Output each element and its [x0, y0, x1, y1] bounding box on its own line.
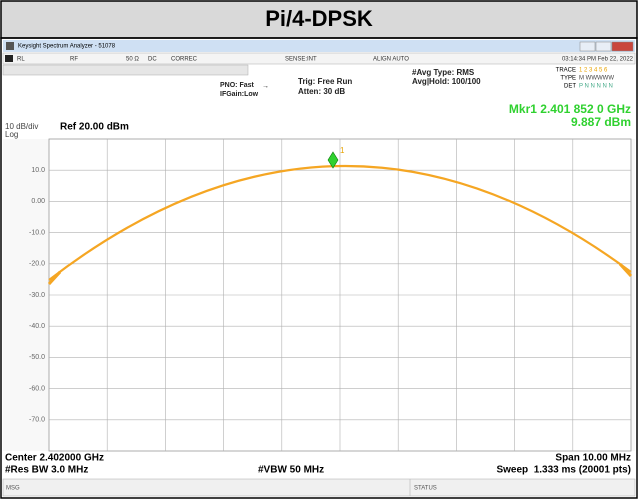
y-label: -20.0 [29, 261, 45, 268]
ifgain: IFGain:Low [220, 91, 259, 98]
toolbar-item: ALIGN AUTO [373, 57, 409, 63]
det-label: DET [564, 84, 576, 90]
toolbar-item: 50 Ω [126, 57, 139, 63]
log: Log [5, 130, 18, 139]
type-val: M WWWWW [579, 76, 614, 82]
y-label: -30.0 [29, 292, 45, 299]
frame [0, 37, 638, 499]
status: STATUS [414, 486, 437, 492]
close-btn[interactable] [611, 41, 634, 52]
det-val: P N N N N N [579, 84, 613, 90]
atten: Atten: 30 dB [298, 87, 345, 96]
y-label: -40.0 [29, 323, 45, 330]
trace-noise [47, 262, 633, 286]
min-btn[interactable] [579, 41, 596, 52]
app-icon [6, 42, 14, 50]
per-div: 10 dB/div [5, 122, 38, 131]
marker-freq: Mkr1 2.401 852 0 GHz [509, 102, 631, 116]
trig: Trig: Free Run [298, 77, 352, 86]
type-label: TYPE [560, 76, 576, 82]
y-label: -10.0 [29, 229, 45, 236]
trace-label: TRACE [556, 68, 576, 74]
center-freq: Center 2.402000 GHz [5, 453, 104, 464]
lxi-icon [5, 55, 13, 62]
grid [49, 139, 631, 451]
sweep: Sweep 1.333 ms (20001 pts) [496, 465, 631, 476]
toolbar-item: 03:14:34 PM Feb 22, 2022 [562, 57, 634, 63]
marker-level: 9.887 dBm [571, 115, 631, 129]
toolbar-item: CORREC [171, 57, 198, 63]
y-label: -50.0 [29, 354, 45, 361]
avg-type: #Avg Type: RMS [412, 68, 475, 77]
rbw: #Res BW 3.0 MHz [5, 465, 88, 476]
max-btn[interactable] [595, 41, 612, 52]
toolbar-item: RL [17, 57, 25, 63]
vbw: #VBW 50 MHz [258, 465, 324, 476]
avg-hold: Avg|Hold: 100/100 [412, 77, 481, 86]
page-title: Pi/4-DPSK [265, 6, 373, 31]
msg: MSG [6, 486, 20, 492]
pno: PNO: Fast [220, 82, 255, 89]
marker-label: 1 [340, 146, 345, 155]
window-titlebar [3, 40, 635, 52]
window-title: Keysight Spectrum Analyzer - 51078 [18, 44, 116, 50]
status-bar [2, 478, 636, 497]
y-label: 10.0 [31, 167, 45, 174]
toolbar-item: DC [148, 57, 157, 63]
trace-nums: 1 2 3 4 5 6 [579, 68, 608, 74]
span: Span 10.00 MHz [555, 453, 631, 464]
marker-diamond [327, 151, 339, 169]
arrow: → [262, 83, 269, 90]
toolbar [2, 52, 636, 65]
y-label: -60.0 [29, 385, 45, 392]
toolbar-item: SENSE:INT [285, 57, 317, 63]
y-label: 0.00 [31, 198, 45, 205]
input-box[interactable] [2, 64, 249, 76]
y-label: -70.0 [29, 417, 45, 424]
title-bar [0, 0, 638, 39]
toolbar-item: RF [70, 57, 78, 63]
ref-level: Ref 20.00 dBm [60, 122, 129, 133]
trace [48, 164, 632, 281]
